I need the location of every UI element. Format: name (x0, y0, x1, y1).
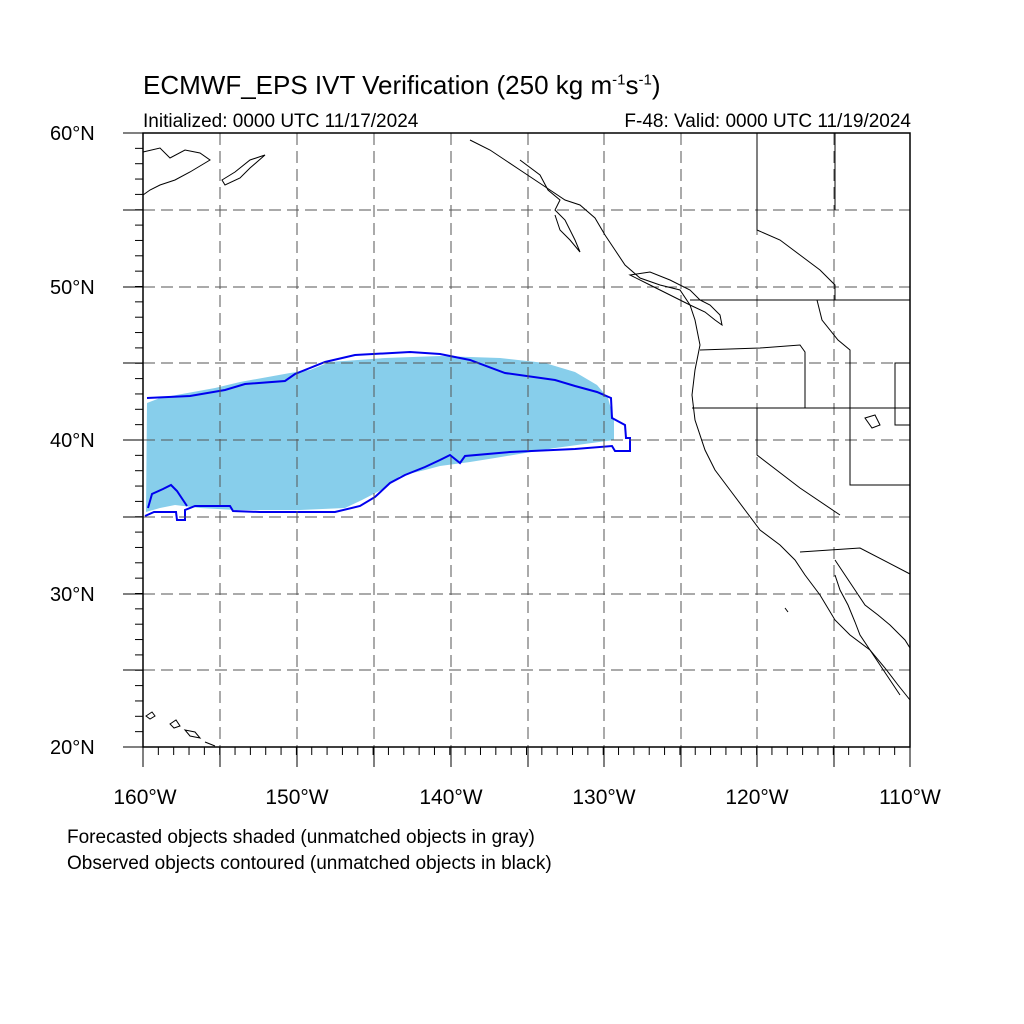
minor-ticks (135, 132, 911, 755)
coastlines (142, 133, 911, 747)
lat-label-20: 20°N (50, 737, 95, 759)
map-title: ECMWF_EPS IVT Verification (250 kg m-1s-… (143, 70, 661, 100)
lat-label-30: 30°N (50, 584, 95, 606)
lon-label-120w: 120°W (725, 786, 789, 809)
lon-label-140w: 140°W (419, 786, 483, 809)
lon-label-110w: 110°W (879, 786, 941, 809)
lon-label-130w: 130°W (572, 786, 636, 809)
graticule (143, 133, 910, 747)
lat-label-60: 60°N (50, 123, 95, 145)
valid-time: F-48: Valid: 0000 UTC 11/19/2024 (624, 111, 911, 132)
lat-label-40: 40°N (50, 430, 95, 452)
lat-label-50: 50°N (50, 277, 95, 299)
init-time: Initialized: 0000 UTC 11/17/2024 (143, 111, 419, 132)
observed-note: Observed objects contoured (unmatched ob… (67, 853, 552, 874)
lon-label-150w: 150°W (265, 786, 329, 809)
lon-label-160w: 160°W (113, 786, 177, 809)
forecast-note: Forecasted objects shaded (unmatched obj… (67, 827, 535, 848)
observed-object (144, 350, 631, 521)
forecast-object (146, 356, 614, 512)
